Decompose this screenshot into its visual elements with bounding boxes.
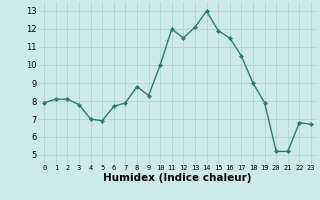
X-axis label: Humidex (Indice chaleur): Humidex (Indice chaleur) (103, 173, 252, 183)
